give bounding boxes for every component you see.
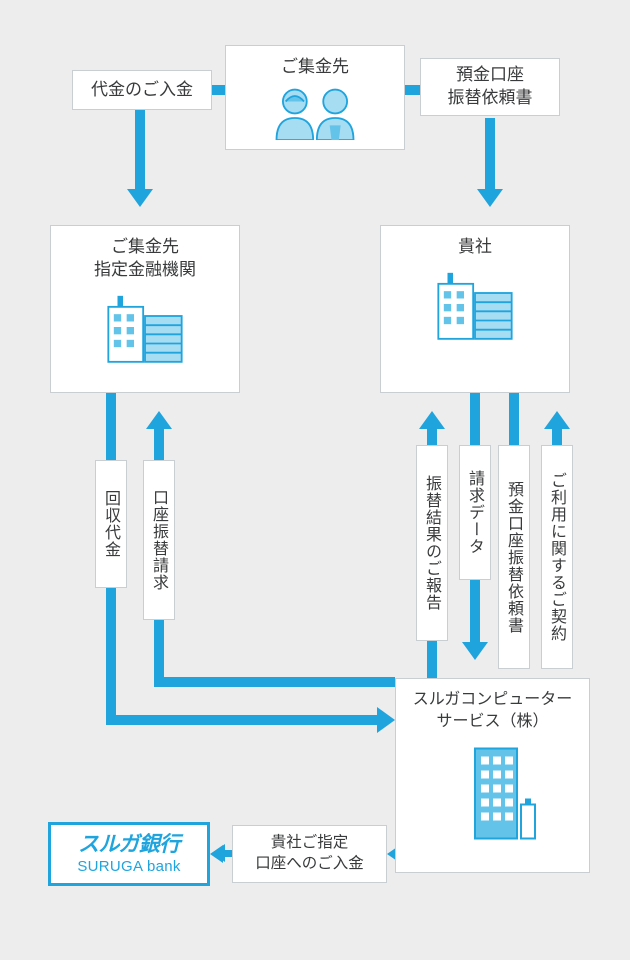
edge-label-usage-contract: ご利用に関するご契約	[541, 445, 573, 669]
edge-label-recovered-funds: 回収代金	[95, 460, 127, 588]
node-deposit-to-account: 貴社ご指定 口座へのご入金	[232, 825, 387, 883]
diagram-stage: ご集金先 代金のご入金 預金口座 振替依頼書 ご集金先 指定金融機関	[0, 0, 630, 960]
people-icon	[260, 85, 370, 147]
node-payer-label: ご集金先	[281, 56, 349, 79]
buildings-icon	[420, 265, 530, 350]
node-designated-bank-label: ご集金先 指定金融機関	[94, 236, 196, 282]
node-your-company-label: 貴社	[458, 236, 492, 259]
buildings-icon	[90, 288, 200, 373]
node-suruga-cs-label: スルガコンピューター サービス（株）	[413, 689, 573, 732]
node-designated-bank: ご集金先 指定金融機関	[50, 225, 240, 393]
node-deposit-payment: 代金のご入金	[72, 70, 212, 110]
node-transfer-form-top-label: 預金口座 振替依頼書	[448, 64, 533, 110]
tall-building-icon	[433, 738, 553, 850]
node-payer: ご集金先	[225, 45, 405, 150]
logo-en: SURUGA bank	[77, 858, 180, 877]
node-deposit-payment-label: 代金のご入金	[91, 79, 193, 102]
edge-label-billing-data: 請求データ	[459, 445, 491, 580]
node-transfer-form-top: 預金口座 振替依頼書	[420, 58, 560, 116]
logo-jp: スルガ銀行	[78, 832, 180, 858]
node-your-company: 貴社	[380, 225, 570, 393]
edge-label-transfer-form: 預金口座振替依頼書	[498, 445, 530, 669]
node-suruga-cs: スルガコンピューター サービス（株）	[395, 678, 590, 873]
edge-label-result-report: 振替結果のご報告	[416, 445, 448, 641]
suruga-bank-logo: スルガ銀行 SURUGA bank	[48, 822, 210, 886]
node-deposit-to-account-label: 貴社ご指定 口座へのご入金	[255, 833, 364, 875]
edge-label-transfer-request: 口座振替請求	[143, 460, 175, 620]
